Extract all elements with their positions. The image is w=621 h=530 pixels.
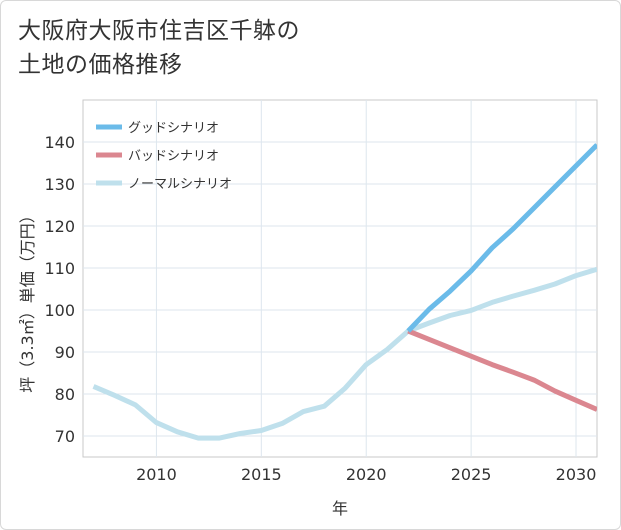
y-tick-label-90: 90 [55, 343, 75, 362]
chart-title-line-1: 大阪府大阪市住吉区千躰の [18, 18, 300, 44]
legend-label-0: グッドシナリオ [128, 121, 219, 136]
series-line-1 [407, 328, 597, 412]
x-tick-labels: 2010 2015 2020 2025 2030 [136, 465, 596, 484]
y-tick-label-140: 140 [44, 133, 75, 152]
plot-area [82, 99, 598, 458]
x-tick-label-2025: 2025 [451, 465, 492, 484]
y-tick-label-130: 130 [44, 175, 75, 194]
chart-title: 大阪府大阪市住吉区千躰の 土地の価格推移 [18, 14, 438, 82]
chart-title-line-2: 土地の価格推移 [18, 52, 183, 78]
y-tick-label-110: 110 [44, 259, 75, 278]
y-tick-label-70: 70 [55, 427, 75, 446]
x-tick-label-2010: 2010 [136, 465, 177, 484]
series-line-2 [92, 266, 597, 441]
legend-label-2: ノーマルシナリオ [128, 177, 232, 192]
x-tick-label-2015: 2015 [241, 465, 282, 484]
y-axis-title: 坪（3.3㎡）単価（万円） [18, 207, 37, 392]
y-tick-labels: 70 80 90 100 110 120 130 140 [44, 133, 75, 446]
series-lines [92, 143, 597, 441]
x-tick-label-2030: 2030 [556, 465, 597, 484]
series-line-0 [406, 143, 597, 333]
y-tick-label-80: 80 [55, 385, 75, 404]
grid [83, 100, 597, 457]
x-tick-label-2020: 2020 [346, 465, 387, 484]
legend-label-1: バッドシナリオ [128, 149, 219, 164]
y-tick-label-120: 120 [44, 217, 75, 236]
y-tick-label-100: 100 [44, 301, 75, 320]
x-axis-title: 年 [332, 499, 348, 518]
